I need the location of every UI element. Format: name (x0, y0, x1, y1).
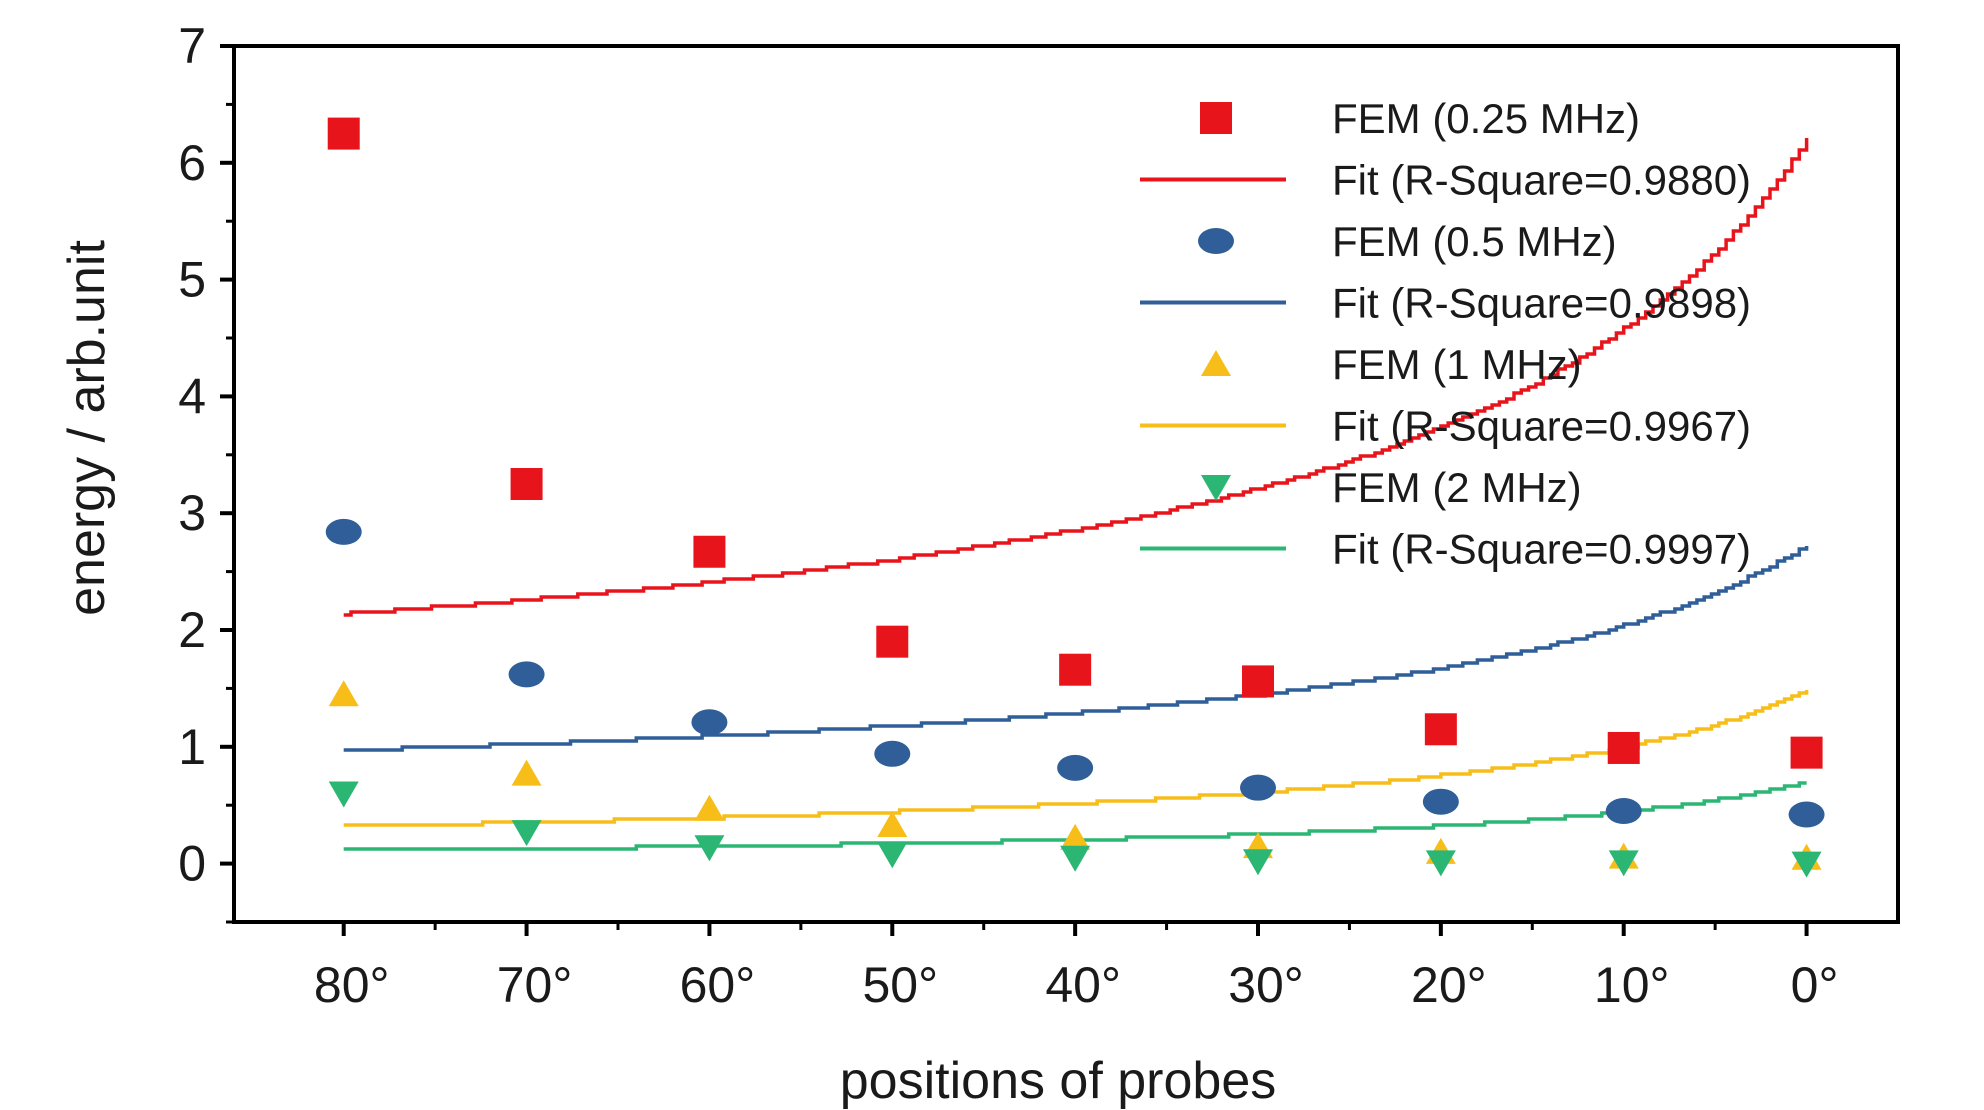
legend-marker-0 (1200, 102, 1232, 134)
data-point-s0-8 (1790, 736, 1823, 769)
legend-fit-label-1: Fit (R-Square=0.9898) (1332, 280, 1751, 327)
data-markers (325, 117, 1825, 878)
data-point-s3-7 (1608, 850, 1639, 877)
legend-fit-label-3: Fit (R-Square=0.9997) (1332, 526, 1751, 573)
legend: FEM (0.25 MHz) Fit (R-Square=0.9880) FEM (… (1140, 95, 1751, 573)
x-tick-label: 30° (1228, 957, 1304, 1013)
legend-label-2: FEM (1 MHz) (1332, 341, 1582, 388)
data-point-s0-1 (510, 468, 543, 500)
axis-ticks (220, 44, 1809, 936)
data-point-s1-1 (508, 661, 545, 688)
x-tick-label: 50° (862, 957, 938, 1013)
y-tick-label: 1 (178, 719, 206, 775)
data-point-s1-4 (1057, 754, 1094, 781)
data-point-s0-7 (1607, 731, 1640, 764)
data-point-s3-8 (1791, 851, 1822, 878)
data-point-s1-0 (325, 518, 362, 545)
y-tick-label: 4 (178, 368, 206, 424)
legend-fit-label-0: Fit (R-Square=0.9880) (1332, 157, 1751, 204)
data-point-s0-6 (1424, 713, 1457, 746)
x-tick-label: 10° (1594, 957, 1670, 1013)
x-tick-label: 70° (497, 957, 573, 1013)
data-point-s0-4 (1059, 653, 1092, 686)
data-point-s0-5 (1242, 665, 1274, 698)
tick-labels: 0 1 2 3 4 5 6 7 80° 70° 60° 50° 40° 30° 20° 10° 0° (178, 18, 1838, 1013)
legend-fit-label-2: Fit (R-Square=0.9967) (1332, 403, 1751, 450)
y-tick-label: 5 (178, 252, 206, 308)
legend-label-0: FEM (0.25 MHz) (1332, 95, 1640, 142)
data-point-s1-2 (691, 709, 728, 736)
data-point-s2-1 (511, 759, 542, 786)
x-tick-label: 20° (1411, 957, 1487, 1013)
data-point-s2-0 (328, 680, 359, 707)
legend-label-3: FEM (2 MHz) (1332, 464, 1582, 511)
plot-frame (232, 44, 1900, 924)
fit-line-0 (343, 138, 1809, 617)
data-point-s1-6 (1422, 788, 1459, 815)
data-point-s1-7 (1605, 798, 1642, 825)
data-point-s3-0 (328, 781, 359, 808)
data-point-s2-2 (694, 794, 725, 821)
data-point-s0-3 (876, 625, 909, 658)
legend-label-1: FEM (0.5 MHz) (1332, 218, 1617, 265)
y-tick-label: 2 (178, 602, 206, 658)
legend-marker-3 (1201, 475, 1231, 501)
data-point-s0-2 (693, 535, 726, 568)
y-axis-title: energy / arb.unit (58, 240, 116, 616)
data-point-s3-5 (1243, 849, 1273, 876)
y-tick-label: 6 (178, 135, 206, 191)
data-point-s3-1 (511, 820, 542, 847)
x-tick-label: 40° (1045, 957, 1121, 1013)
x-tick-label: 0° (1791, 957, 1839, 1013)
data-point-s3-2 (694, 835, 725, 862)
y-tick-label: 0 (178, 836, 206, 892)
legend-marker-2 (1201, 350, 1231, 376)
x-tick-label: 80° (314, 957, 390, 1013)
x-tick-label: 60° (680, 957, 756, 1013)
x-axis-title: positions of probes (840, 1052, 1277, 1110)
data-point-s1-8 (1788, 801, 1825, 828)
y-tick-label: 3 (178, 485, 206, 541)
data-point-s2-3 (877, 811, 908, 838)
legend-marker-1 (1198, 228, 1234, 254)
data-point-s2-4 (1060, 823, 1091, 850)
y-tick-label: 7 (178, 18, 206, 74)
data-point-s3-4 (1060, 845, 1091, 872)
data-point-s0-0 (327, 117, 360, 150)
data-point-s3-3 (877, 842, 908, 869)
data-point-s1-5 (1240, 774, 1276, 801)
data-point-s1-3 (874, 740, 911, 767)
data-point-s3-6 (1425, 850, 1456, 877)
fit-line-1 (343, 546, 1809, 752)
